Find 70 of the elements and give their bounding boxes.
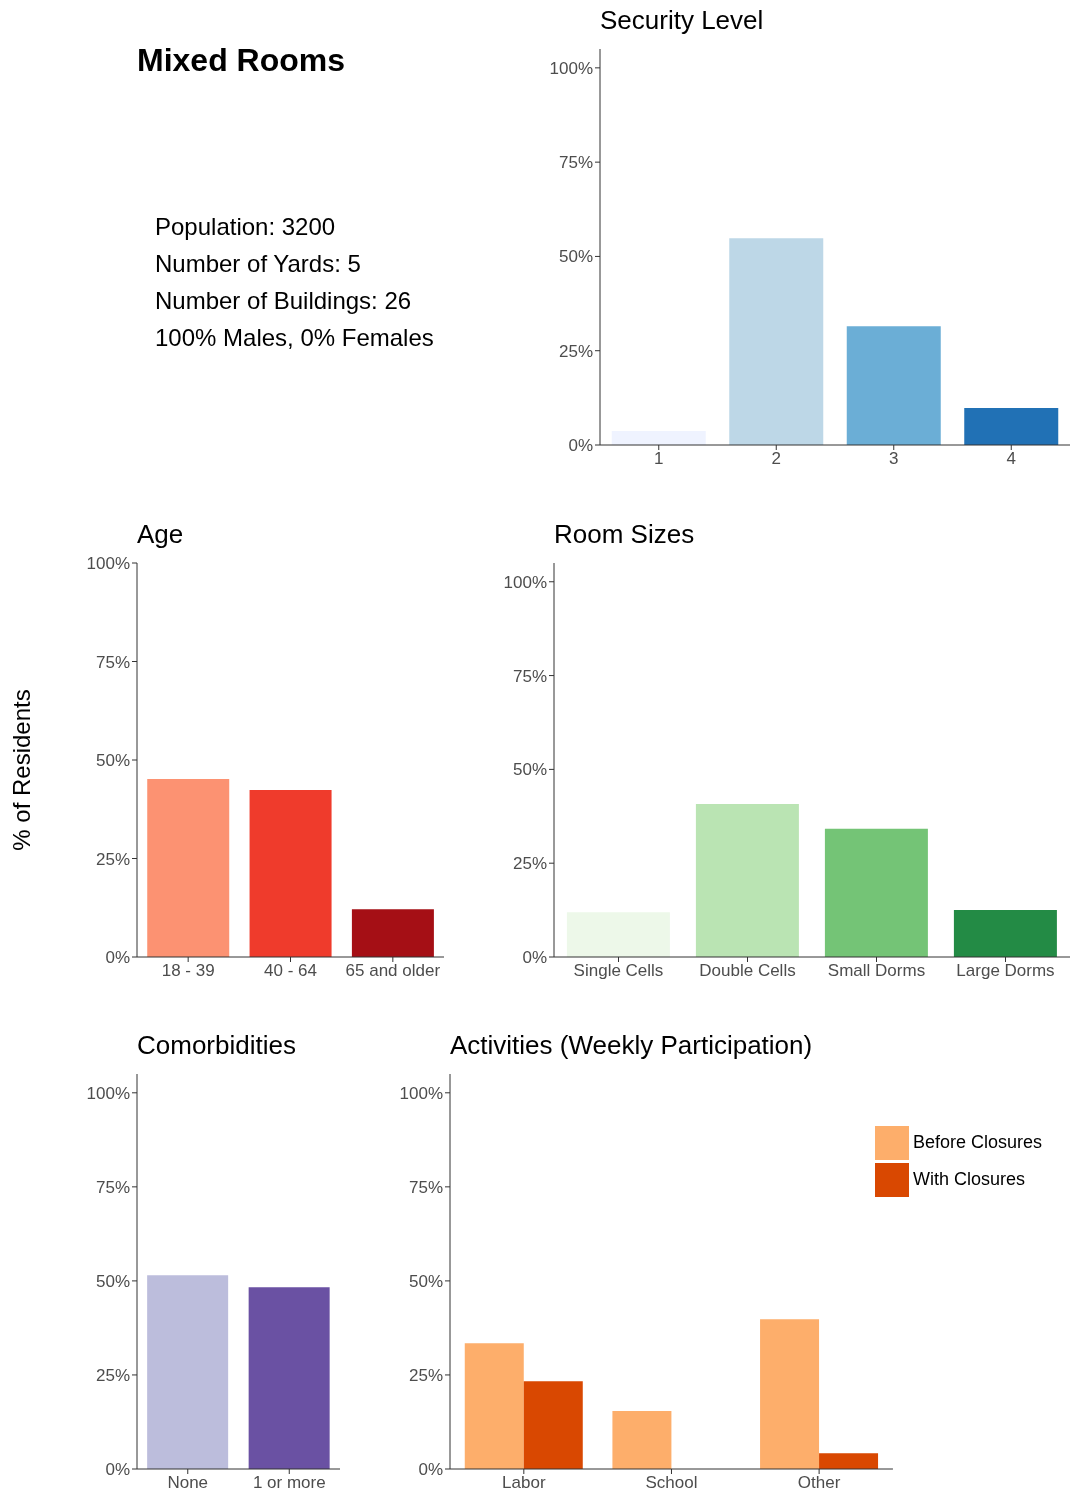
x-tick-label: 4 (1006, 449, 1016, 469)
y-tick-label: 75% (408, 1177, 443, 1197)
y-tick-label: 0% (418, 1460, 443, 1480)
y-tick-label: 50% (512, 760, 547, 780)
x-tick-label: None (167, 1473, 209, 1493)
text: 100% Males, 0% Females (155, 323, 434, 353)
y-tick-label: 25% (512, 854, 547, 874)
bar (249, 789, 332, 957)
x-tick-label: Large Dorms (956, 961, 1055, 981)
x-tick-label: 1 (654, 449, 664, 469)
y-tick-label: 25% (95, 1365, 130, 1385)
bar (953, 910, 1057, 957)
legend-label: With Closures (912, 1169, 1025, 1189)
bar (611, 431, 706, 445)
bar (824, 828, 928, 957)
y-tick-label: 0% (522, 948, 547, 968)
x-tick-label: Double Cells (699, 961, 796, 981)
text: Population: 3200 (155, 212, 337, 242)
y-tick-label: 100% (503, 572, 547, 592)
y-tick-label: 75% (512, 666, 547, 686)
x-tick-label: 40 - 64 (264, 961, 317, 981)
x-tick-label: Labor (502, 1473, 546, 1493)
x-tick-label: Other (797, 1473, 841, 1493)
y-tick-label: 100% (86, 1083, 130, 1103)
bar (695, 803, 799, 957)
x-tick-label: Single Cells (573, 961, 664, 981)
bar (964, 408, 1059, 445)
x-tick-label: School (645, 1473, 698, 1493)
y-tick-label: 100% (549, 58, 593, 78)
bar (760, 1319, 820, 1469)
bar (147, 778, 230, 957)
y-tick-label: 0% (568, 436, 593, 456)
x-tick-label: 2 (771, 449, 781, 469)
x-tick-label: 65 and older (345, 961, 441, 981)
bar (351, 909, 434, 957)
chart-title: Age (137, 519, 184, 550)
y-tick-label: 0% (105, 948, 130, 968)
chart-title: Security Level (600, 5, 764, 36)
bar (523, 1381, 583, 1469)
chart-title: Comorbidities (137, 1030, 296, 1061)
bar (566, 912, 670, 957)
bar (612, 1411, 672, 1469)
chart-title: Room Sizes (554, 519, 695, 550)
bar (819, 1453, 879, 1469)
bar (729, 238, 824, 445)
y-tick-label: 75% (558, 153, 593, 173)
bar (464, 1343, 524, 1469)
chart-title: Activities (Weekly Participation) (450, 1030, 813, 1061)
y-tick-label: 0% (105, 1460, 130, 1480)
x-tick-label: 18 - 39 (161, 961, 215, 981)
y-tick-label: 100% (86, 554, 130, 574)
x-tick-label: 1 or more (252, 1473, 326, 1493)
legend-label: Before Closures (912, 1132, 1042, 1152)
x-tick-label: Small Dorms (827, 961, 926, 981)
y-tick-label: 25% (558, 341, 593, 361)
y-tick-label: 75% (95, 652, 130, 672)
y-tick-label: 25% (95, 849, 130, 869)
y-tick-label: 50% (558, 247, 593, 267)
y-tick-label: 50% (408, 1271, 443, 1291)
y-tick-label: 50% (95, 751, 130, 771)
y-tick-label: 50% (95, 1271, 130, 1291)
bar (846, 326, 941, 445)
y-tick-label: 25% (408, 1365, 443, 1385)
text: Number of Buildings: 26 (155, 286, 413, 316)
text: Number of Yards: 5 (155, 249, 362, 279)
y-axis-title: % of Residents (8, 689, 36, 851)
y-tick-label: 100% (399, 1083, 443, 1103)
text: Mixed Rooms (137, 42, 346, 79)
x-tick-label: 3 (889, 449, 899, 469)
y-tick-label: 75% (95, 1177, 130, 1197)
